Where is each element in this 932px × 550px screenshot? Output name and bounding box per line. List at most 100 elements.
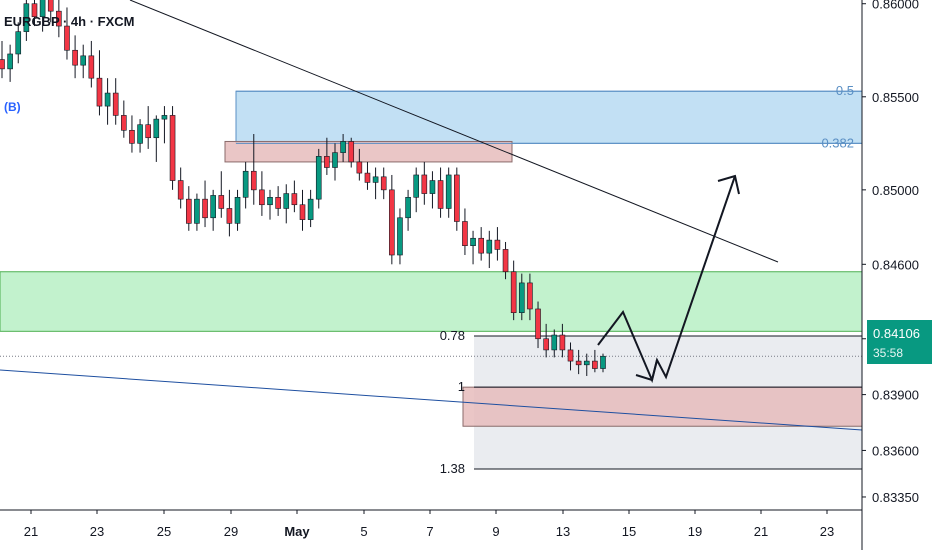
candle [259,189,265,206]
time-tick-label: 29 [224,524,238,539]
candle [543,338,549,351]
candle [202,198,208,219]
candle [551,334,558,351]
candle [575,360,582,366]
price-tick-label: 0.86000 [872,0,919,12]
candle [413,174,420,198]
time-tick-label: 23 [90,524,104,539]
price-axis-bg [862,0,932,550]
candle [437,180,444,209]
candle [104,92,111,107]
candle [348,141,355,163]
candle [7,53,13,70]
candle [185,198,192,224]
time-tick-label: 21 [754,524,768,539]
fib-label: 0.78 [440,328,465,343]
candle [510,271,517,314]
downtrend-line [129,0,779,263]
candle [307,198,314,220]
candle [340,141,346,153]
candle [112,92,119,116]
candle [332,152,338,168]
time-tick-label: 23 [820,524,834,539]
candle [445,174,452,209]
candle [502,249,509,273]
candle [405,196,411,219]
candle [527,282,533,310]
current-price: 0.84106 [873,326,920,341]
price-tick-label: 0.83600 [872,443,919,458]
time-tick-label: 13 [556,524,570,539]
candle [283,193,290,209]
candle [137,124,143,144]
candle [494,239,501,250]
price-tick-label: 0.85500 [872,90,919,105]
candle [250,170,257,191]
candle [96,77,103,107]
support-zone [0,271,863,332]
candle [380,176,387,191]
resistance-box [224,140,513,163]
arrowhead-down [635,359,658,382]
projection-arrow [597,174,740,384]
time-tick-label: 15 [622,524,636,539]
candle [64,25,70,51]
candle [267,196,273,206]
candle [454,174,460,222]
candle [210,195,216,219]
time-tick-label: 5 [360,524,367,539]
candle [470,237,476,246]
candle [592,360,598,369]
candle [567,349,574,362]
candle [478,237,484,254]
fib-label: 1 [458,379,465,394]
candle [429,180,436,194]
time-tick-label: 9 [492,524,499,539]
candle [72,49,78,66]
time-tick-label: 21 [24,524,38,539]
time-axis-bg [0,510,862,550]
current-price-tag: 0.84106 35:58 [867,320,932,364]
candle [299,204,306,220]
candle [129,129,135,144]
candle [194,198,200,224]
candle [121,115,127,131]
time-tick-label: 7 [426,524,433,539]
candle [242,170,249,198]
fib-zone [235,90,863,144]
candle [88,55,95,79]
candle [15,31,22,55]
candle [364,172,371,183]
candle [177,180,184,200]
fib-label: 0.5 [836,83,854,98]
candle [600,355,606,369]
candle [169,115,176,181]
candle [80,55,87,66]
candle [56,10,62,27]
arrowhead-up [717,174,740,195]
candle [535,308,541,340]
price-tick-label: 0.85000 [872,183,919,198]
candles-layer [0,0,606,376]
candle [486,239,493,254]
candle [31,3,38,18]
time-tick-label: 19 [688,524,702,539]
candle [291,193,298,206]
candle [161,115,168,120]
candle [226,208,233,224]
candle [145,124,151,139]
candle [218,195,225,209]
price-tick-label: 0.83350 [872,490,919,505]
candle [356,161,363,174]
candle-countdown: 35:58 [873,346,904,360]
wave-marker: (B) [4,100,21,114]
candle [389,189,395,256]
time-tick-label: May [284,524,310,539]
candle [372,176,379,183]
candle [462,221,468,246]
price-tick-label: 0.83900 [872,388,919,403]
candle [275,196,281,209]
zones-layer [0,90,863,470]
